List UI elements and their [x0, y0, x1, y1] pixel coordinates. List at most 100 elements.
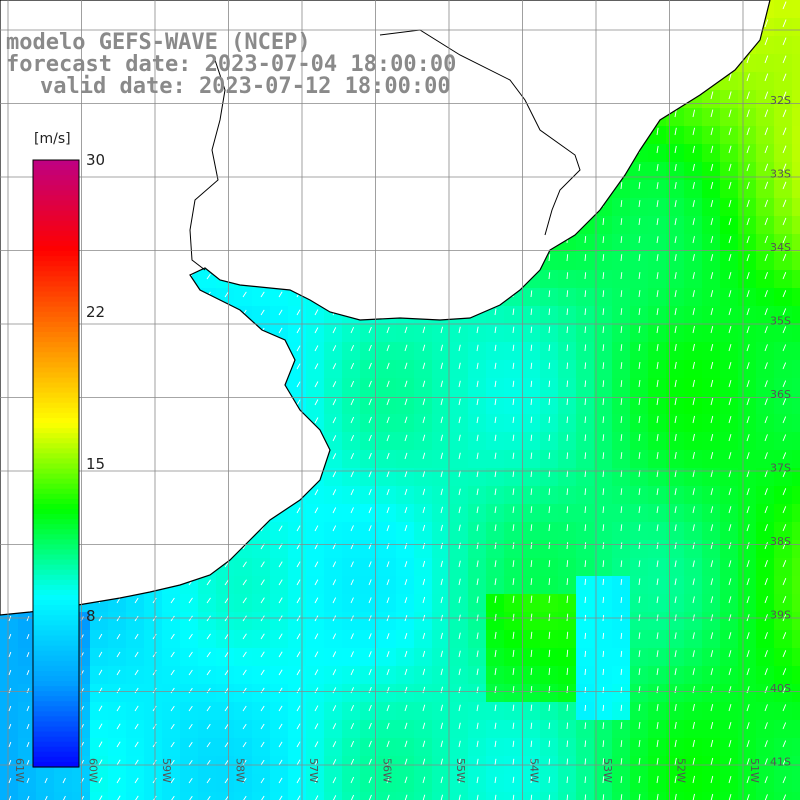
- wind-arrow: [242, 669, 247, 676]
- wind-cell: [774, 198, 793, 217]
- wind-arrow: [134, 651, 139, 658]
- wind-arrow: [116, 705, 121, 712]
- wind-arrow: [332, 669, 337, 676]
- wind-cell: [522, 468, 541, 487]
- wind-cell: [306, 684, 325, 703]
- wind-cell: [756, 216, 775, 235]
- wind-arrow: [314, 399, 319, 406]
- wind-cell: [324, 468, 343, 487]
- wind-cell: [630, 324, 649, 343]
- wind-arrow: [764, 434, 768, 442]
- wind-arrow: [224, 597, 229, 604]
- wind-cell: [576, 324, 595, 343]
- wind-cell: [234, 576, 253, 595]
- colorbar-swatch: [33, 549, 79, 556]
- wind-arrow: [207, 795, 211, 800]
- wind-cell: [504, 324, 523, 343]
- wind-arrow: [548, 740, 551, 748]
- wind-cell: [756, 432, 775, 451]
- wind-arrow: [620, 560, 623, 568]
- wind-arrow: [656, 415, 659, 424]
- wind-cell: [252, 558, 271, 577]
- wind-cell: [360, 774, 379, 793]
- wind-arrow: [62, 777, 66, 784]
- wind-cell: [144, 666, 163, 685]
- wind-cell: [216, 612, 235, 631]
- wind-cell: [234, 774, 253, 793]
- wind-cell: [540, 702, 559, 721]
- wind-cell: [738, 180, 757, 199]
- wind-cell: [612, 360, 631, 379]
- wind-arrow: [512, 308, 515, 316]
- wind-cell: [702, 396, 721, 415]
- wind-cell: [108, 684, 127, 703]
- wind-arrow: [350, 471, 354, 478]
- wind-cell: [450, 738, 469, 757]
- wind-cell: [684, 504, 703, 523]
- wind-arrow: [476, 326, 479, 334]
- wind-cell: [432, 396, 451, 415]
- wind-cell: [558, 702, 577, 721]
- wind-arrow: [764, 145, 769, 154]
- wind-arrow: [710, 739, 714, 748]
- wind-arrow: [278, 561, 283, 568]
- colorbar-swatch: [33, 200, 79, 207]
- wind-arrow: [530, 488, 533, 496]
- wind-arrow: [602, 254, 605, 262]
- wind-cell: [414, 396, 433, 415]
- wind-arrow: [440, 722, 443, 730]
- colorbar-swatch: [33, 433, 79, 439]
- wind-arrow: [620, 380, 623, 388]
- wind-cell: [792, 90, 800, 109]
- wind-arrow: [296, 345, 301, 352]
- colorbar-swatch: [33, 706, 79, 712]
- wind-arrow: [278, 669, 283, 676]
- wind-arrow: [206, 615, 211, 622]
- wind-arrow: [566, 722, 569, 730]
- wind-cell: [288, 576, 307, 595]
- wind-arrow: [764, 650, 768, 658]
- wind-arrow: [692, 182, 695, 190]
- wind-arrow: [494, 488, 497, 496]
- wind-arrow: [782, 650, 787, 658]
- colorbar-swatch: [33, 448, 79, 454]
- wind-arrow: [476, 362, 479, 370]
- wind-arrow: [620, 182, 623, 190]
- wind-arrow: [746, 217, 750, 226]
- wind-arrow: [422, 650, 426, 658]
- wind-cell: [774, 414, 793, 433]
- wind-arrow: [206, 651, 211, 658]
- wind-cell: [774, 144, 793, 163]
- wind-cell: [198, 648, 217, 667]
- wind-arrow: [584, 398, 587, 406]
- wind-arrow: [602, 758, 605, 766]
- wind-arrow: [98, 687, 103, 694]
- wind-arrow: [710, 343, 714, 352]
- wind-arrow: [692, 236, 695, 244]
- wind-arrow: [404, 740, 408, 748]
- wind-cell: [108, 738, 127, 757]
- colorbar-swatch: [33, 761, 79, 768]
- wind-arrow: [404, 326, 408, 334]
- wind-arrow: [566, 631, 569, 640]
- wind-cell: [0, 612, 19, 631]
- wind-cell: [612, 684, 631, 703]
- wind-arrow: [746, 434, 750, 442]
- wind-cell: [504, 378, 523, 397]
- wind-cell: [36, 792, 55, 800]
- wind-arrow: [620, 506, 623, 514]
- colorbar-swatch: [33, 554, 79, 561]
- wind-arrow: [674, 739, 677, 748]
- wind-cell: [270, 684, 289, 703]
- colorbar-swatch: [33, 524, 79, 530]
- wind-arrow: [530, 452, 533, 460]
- wind-arrow: [458, 506, 461, 514]
- wind-cell: [720, 342, 739, 361]
- wind-arrow: [584, 776, 587, 784]
- wind-cell: [684, 162, 703, 181]
- wind-arrow: [692, 650, 695, 658]
- wind-arrow: [386, 651, 390, 658]
- wind-arrow: [476, 632, 479, 640]
- colorbar-swatch: [33, 215, 79, 222]
- wind-arrow: [584, 596, 587, 604]
